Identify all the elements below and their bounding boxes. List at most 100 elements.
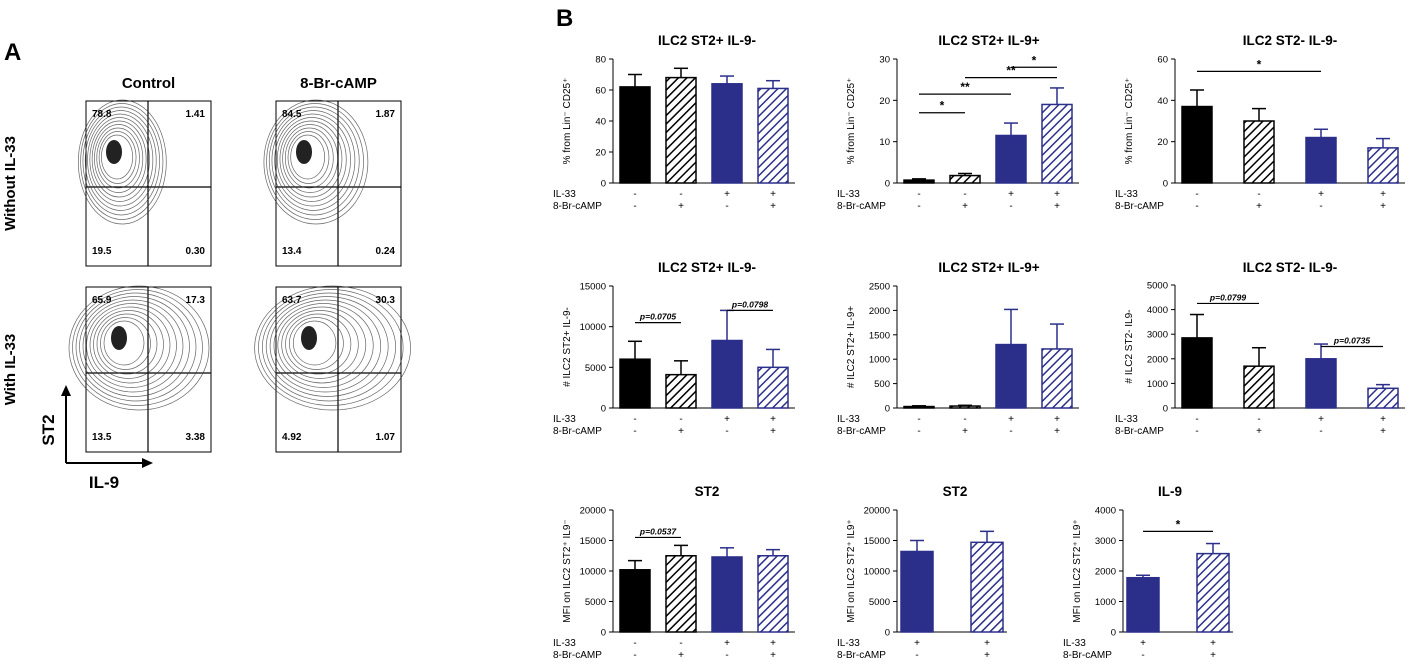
y-tick-label: 60 <box>1157 55 1168 66</box>
bar <box>619 358 651 409</box>
il33-sign: - <box>963 189 966 200</box>
contour-line <box>290 134 325 180</box>
il33-sign: - <box>679 638 682 649</box>
y-arrow-head <box>61 385 71 396</box>
bar-chart: ILC2 ST2+ IL-9+ 0 10 20 30 % from Lin⁻ CD25⁺ *… <box>837 33 1079 212</box>
contour-core <box>301 326 317 350</box>
bar <box>1181 337 1213 409</box>
il33-sign: + <box>914 638 920 649</box>
panel-label-b: B <box>556 5 573 32</box>
y-tick-label: 0 <box>885 179 890 190</box>
il33-sign: - <box>1195 414 1198 425</box>
cbr-sign: + <box>1256 201 1262 212</box>
contour-core <box>111 326 127 350</box>
contour-line <box>269 299 382 393</box>
contour-line <box>273 303 374 388</box>
y-tick-label: 10 <box>879 137 890 148</box>
y-tick-label: 5000 <box>869 597 890 608</box>
bar <box>1181 105 1213 184</box>
il33-sign: - <box>633 638 636 649</box>
y-tick-label: 1000 <box>1147 379 1168 390</box>
quadrant-value-ur: 30.3 <box>376 295 396 306</box>
il33-sign: - <box>1257 189 1260 200</box>
cbr-sign: + <box>984 650 990 661</box>
contour-line <box>281 310 359 379</box>
y-tick-label: 4000 <box>1095 506 1116 517</box>
bar-chart: ILC2 ST2+ IL-9- 0 5000 10000 15000 # ILC2 ST2… <box>553 260 795 437</box>
contour-line <box>84 110 157 211</box>
condition-label-cbr: 8-Br-cAMP <box>837 650 886 661</box>
y-axis-label: MFI on ILC2 ST2⁺ IL9⁻ <box>562 519 573 622</box>
y-axis-label: # ILC2 ST2+ IL-9- <box>562 307 573 387</box>
cbr-sign: + <box>962 201 968 212</box>
condition-label-il33: IL-33 <box>837 189 860 200</box>
il33-sign: + <box>1008 414 1014 425</box>
bar <box>665 373 697 409</box>
il33-sign: + <box>724 414 730 425</box>
contour-line <box>265 296 389 397</box>
cbr-sign: + <box>1256 426 1262 437</box>
bar <box>711 83 743 184</box>
contour-line <box>103 320 145 366</box>
bar-chart: IL-9 0 1000 2000 3000 4000 MFI on ILC2 ST2⁺ IL… <box>1063 484 1233 661</box>
panel-label-a: A <box>4 39 21 66</box>
cbr-sign: - <box>725 650 728 661</box>
bar <box>1367 387 1399 409</box>
significance-label: p=0.0798 <box>731 299 768 309</box>
cbr-sign: - <box>1009 426 1012 437</box>
contour-line <box>96 127 140 189</box>
significance-label: * <box>940 99 945 113</box>
significance-label: p=0.0705 <box>639 312 676 322</box>
significance-label: * <box>1176 517 1181 531</box>
bar <box>757 366 789 409</box>
bar <box>1126 576 1160 633</box>
significance-label: p=0.0537 <box>639 526 677 536</box>
il33-sign: - <box>633 414 636 425</box>
bar <box>903 179 935 184</box>
bar-chart: ILC2 ST2- IL-9- 0 20 40 60 % from Lin⁻ CD25⁺ *… <box>1115 33 1405 212</box>
condition-label-cbr: 8-Br-cAMP <box>837 426 886 437</box>
contour-plot: 84.5 1.87 13.4 0.24 <box>263 99 402 267</box>
bar-chart: ILC2 ST2+ IL-9+ 0 500 1000 1500 2000 2500 # ILC… <box>837 260 1079 437</box>
contour-line <box>284 127 334 189</box>
y-tick-label: 0 <box>601 628 606 639</box>
condition-label-cbr: 8-Br-cAMP <box>1115 426 1164 437</box>
il33-sign: + <box>1140 638 1146 649</box>
bar <box>711 556 743 633</box>
bar <box>949 174 981 184</box>
chart-title: ILC2 ST2+ IL-9+ <box>938 33 1039 48</box>
y-tick-label: 2000 <box>869 306 890 317</box>
cbr-sign: - <box>633 426 636 437</box>
y-axis-label: # ILC2 ST2- IL9- <box>1124 310 1135 384</box>
contour-line <box>282 124 338 193</box>
bar-chart: ILC2 ST2+ IL-9- 0 20 40 60 80 % from Lin⁻ CD25… <box>553 33 795 212</box>
il33-sign: - <box>917 189 920 200</box>
contour-line <box>94 124 144 193</box>
bar <box>1243 120 1275 184</box>
condition-label-il33: IL-33 <box>837 414 860 425</box>
significance-label: ** <box>960 80 970 94</box>
chart-title: ILC2 ST2- IL-9- <box>1243 33 1338 48</box>
contour-line <box>277 306 367 384</box>
cbr-sign: + <box>678 201 684 212</box>
contour-line <box>79 296 190 397</box>
cbr-sign: - <box>1195 426 1198 437</box>
quadrant-value-ll: 13.4 <box>282 246 302 257</box>
il33-sign: - <box>679 414 682 425</box>
y-tick-label: 20 <box>595 148 606 159</box>
contour-line <box>82 106 160 216</box>
bar <box>1367 147 1399 184</box>
quadrant-value-ll: 19.5 <box>92 246 112 257</box>
y-tick-label: 1500 <box>869 330 890 341</box>
cbr-sign: - <box>1141 650 1144 661</box>
bar <box>995 343 1027 409</box>
cbr-sign: - <box>1009 201 1012 212</box>
il33-sign: - <box>963 414 966 425</box>
contour-line <box>75 292 197 402</box>
il33-sign: + <box>724 638 730 649</box>
contour-line <box>266 103 364 220</box>
il33-sign: + <box>724 189 730 200</box>
y-tick-label: 3000 <box>1095 536 1116 547</box>
x-arrow-head <box>142 458 153 468</box>
y-tick-label: 5000 <box>585 597 606 608</box>
